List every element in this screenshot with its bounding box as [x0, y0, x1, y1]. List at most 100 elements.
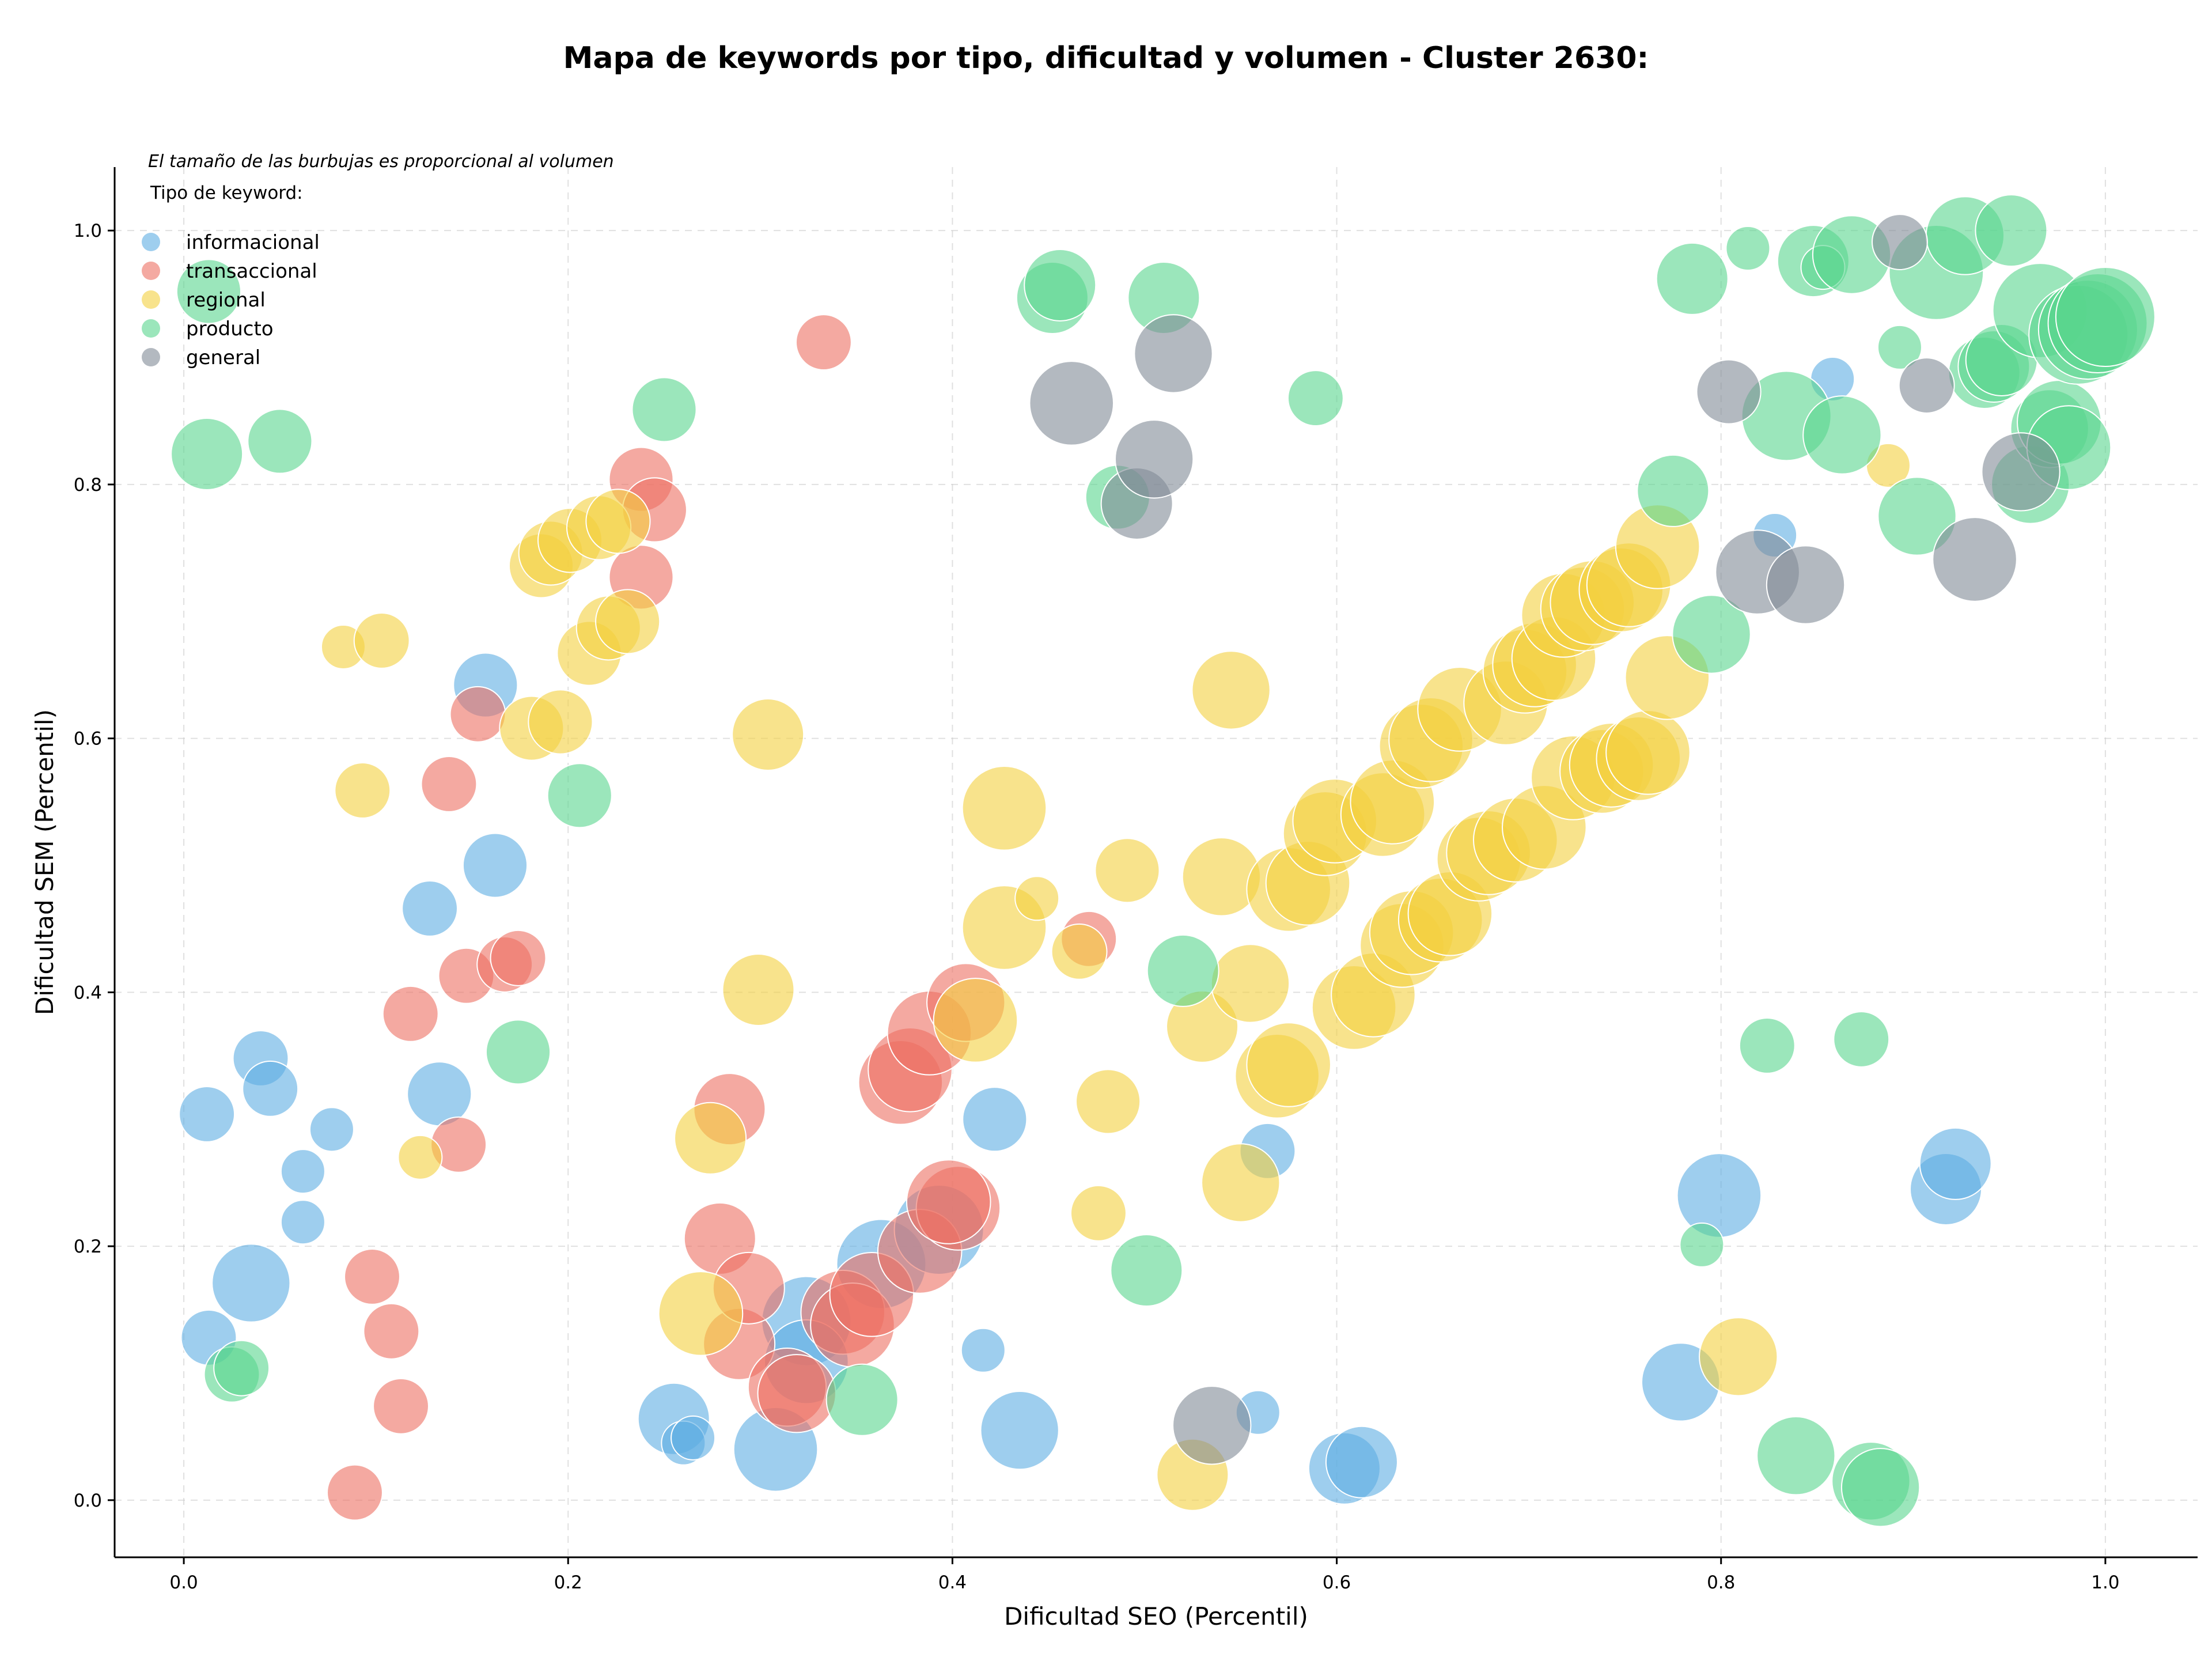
bubble-regional: [528, 689, 593, 755]
legend-marker: [142, 233, 160, 251]
legend-item-transaccional: transaccional: [142, 260, 317, 283]
bubble-producto: [1725, 226, 1771, 271]
legend-marker: [142, 319, 160, 338]
bubble-general: [1898, 357, 1955, 414]
bubble-general: [1134, 314, 1213, 394]
legend-label: transaccional: [186, 260, 317, 283]
bubble-producto: [1637, 454, 1710, 527]
y-tick-label: 0.4: [74, 982, 102, 1003]
bubble-producto: [247, 408, 313, 474]
bubble-producto: [485, 1019, 551, 1085]
y-tick-label: 0.0: [74, 1490, 102, 1511]
bubble-general: [1932, 517, 2017, 602]
bubble-regional: [1605, 710, 1691, 795]
bubble-producto: [1877, 476, 1957, 556]
bubble-regional: [933, 978, 1018, 1063]
bubble-producto: [1672, 595, 1751, 674]
axis-ticks: 0.0 0.2 0.4 0.6 0.8 1.0 0.0 0.2 0.4 0.6 0.8 1.0: [74, 221, 2120, 1593]
bubble-producto: [2055, 267, 2156, 368]
bubble-general: [1766, 545, 1846, 625]
x-tick-label: 0.4: [938, 1572, 967, 1593]
legend-title: Tipo de keyword:: [150, 183, 303, 203]
bubble-producto: [1679, 1222, 1725, 1267]
bubble-informacional: [462, 833, 528, 898]
bubble-regional: [674, 1102, 747, 1175]
bubble-informacional: [402, 880, 459, 937]
bubble-producto: [171, 418, 244, 491]
series-regional: [320, 442, 1911, 1511]
bubble-producto: [1024, 248, 1097, 321]
bubble-regional: [397, 1134, 443, 1180]
bubble-informacional: [1919, 1127, 1992, 1200]
plot-area: [171, 194, 2156, 1527]
bubble-regional: [1210, 944, 1290, 1023]
bubble-producto: [213, 1340, 270, 1397]
bubble-general: [1114, 419, 1194, 499]
bubble-regional: [1201, 1143, 1281, 1223]
bubble-regional: [1070, 1185, 1127, 1242]
bubble-transaccional: [344, 1248, 400, 1305]
size-note: El tamaño de las burbujas es proporciona…: [148, 152, 614, 172]
y-tick-label: 1.0: [74, 221, 102, 241]
legend-item-producto: producto: [142, 317, 274, 340]
y-tick-label: 0.6: [74, 729, 102, 750]
bubble-regional: [585, 489, 651, 554]
legend-marker: [142, 262, 160, 280]
bubble-transaccional: [421, 756, 478, 812]
bubble-transaccional: [327, 1464, 383, 1521]
legend-items: informacional transaccional regional produc…: [142, 231, 320, 369]
bubble-producto: [1656, 242, 1729, 315]
series-transaccional: [327, 314, 1118, 1521]
bubble-regional: [595, 589, 661, 654]
y-tick-label: 0.2: [74, 1236, 102, 1257]
bubble-producto: [631, 377, 697, 442]
bubble-producto: [1975, 194, 2048, 267]
bubble-producto: [1802, 395, 1882, 475]
bubble-producto: [1738, 1017, 1796, 1074]
bubble-transaccional: [363, 1303, 420, 1360]
bubble-regional: [961, 766, 1047, 851]
legend: Tipo de keyword: informacional transaccio…: [142, 183, 320, 369]
bubble-regional: [1191, 650, 1271, 730]
bubble-general: [1029, 361, 1115, 446]
bubble-transaccional: [490, 929, 547, 986]
bubble-producto: [825, 1363, 899, 1436]
bubble-regional: [334, 762, 391, 819]
bubble-general: [1172, 1386, 1252, 1465]
x-tick-label: 0.0: [169, 1572, 198, 1593]
legend-marker: [142, 290, 160, 309]
bubble-general: [1872, 214, 1928, 270]
legend-label: general: [186, 346, 260, 369]
bubble-regional: [732, 698, 805, 771]
bubble-informacional: [179, 1085, 236, 1142]
bubble-transaccional: [382, 985, 439, 1042]
bubble-regional: [1699, 1317, 1778, 1397]
legend-label: producto: [186, 317, 274, 340]
bubble-regional: [1094, 838, 1160, 903]
legend-label: regional: [186, 289, 266, 312]
bubble-informacional: [309, 1107, 354, 1152]
legend-item-regional: regional: [142, 289, 266, 312]
bubble-informacional: [671, 1415, 716, 1461]
bubble-regional: [722, 953, 795, 1026]
bubble-informacional: [1325, 1425, 1398, 1499]
bubble-informacional: [960, 1327, 1006, 1373]
bubble-transaccional: [757, 1354, 836, 1433]
bubble-transaccional: [449, 686, 506, 743]
bubble-informacional: [1676, 1153, 1762, 1238]
legend-item-general: general: [142, 346, 260, 369]
bubble-producto: [547, 763, 612, 828]
bubble-producto: [1287, 370, 1344, 427]
bubble-transaccional: [373, 1378, 429, 1435]
legend-label: informacional: [186, 231, 320, 254]
bubble-transaccional: [906, 1159, 991, 1244]
x-axis-label: Dificultad SEO (Percentil): [1004, 1602, 1308, 1630]
x-tick-label: 1.0: [2091, 1572, 2119, 1593]
y-axis-label: Dificultad SEM (Percentil): [31, 709, 59, 1015]
bubble-producto: [1146, 934, 1219, 1007]
bubble-informacional: [407, 1061, 472, 1127]
bubble-regional: [1051, 923, 1108, 980]
x-tick-label: 0.8: [1707, 1572, 1735, 1593]
bubble-producto: [176, 259, 242, 324]
